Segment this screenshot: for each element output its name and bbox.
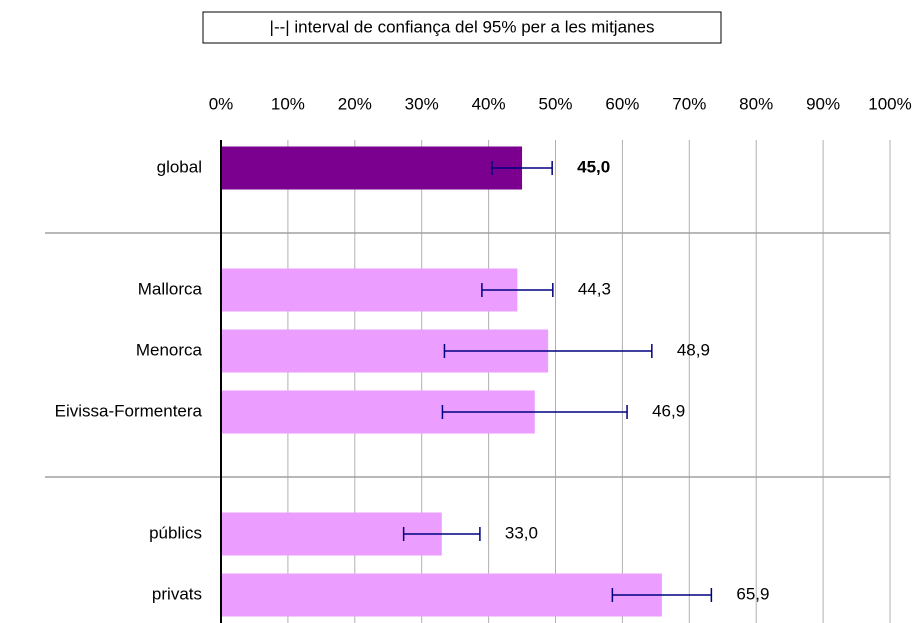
y-tick-label: Mallorca bbox=[138, 279, 203, 298]
error-bar bbox=[491, 161, 553, 175]
y-tick-label: Menorca bbox=[136, 340, 203, 359]
x-tick-label: 50% bbox=[538, 94, 572, 113]
error-bar bbox=[441, 405, 628, 419]
x-tick-label: 30% bbox=[405, 94, 439, 113]
value-label: 33,0 bbox=[505, 523, 538, 542]
x-tick-label: 20% bbox=[338, 94, 372, 113]
x-tick-label: 0% bbox=[209, 94, 234, 113]
bar bbox=[221, 268, 518, 312]
bar bbox=[221, 573, 662, 617]
x-tick-label: 70% bbox=[672, 94, 706, 113]
bar bbox=[221, 146, 523, 190]
error-bar bbox=[443, 344, 653, 358]
y-tick-label: Eivissa-Formentera bbox=[55, 401, 203, 420]
y-tick-label: privats bbox=[152, 584, 202, 603]
value-label: 48,9 bbox=[677, 340, 710, 359]
x-tick-label: 100% bbox=[868, 94, 911, 113]
value-label: 45,0 bbox=[577, 157, 610, 176]
x-tick-label: 60% bbox=[605, 94, 639, 113]
y-tick-label: públics bbox=[149, 523, 202, 542]
legend-box bbox=[202, 11, 722, 44]
x-tick-label: 40% bbox=[472, 94, 506, 113]
x-tick-label: 10% bbox=[271, 94, 305, 113]
x-tick-label: 80% bbox=[739, 94, 773, 113]
error-bar bbox=[611, 588, 713, 602]
legend-text: |--| interval de confiança del 95% per a… bbox=[270, 17, 655, 36]
error-bar bbox=[481, 283, 554, 297]
y-tick-label: global bbox=[157, 157, 202, 176]
x-tick-label: 90% bbox=[806, 94, 840, 113]
value-label: 44,3 bbox=[578, 279, 611, 298]
value-label: 46,9 bbox=[652, 401, 685, 420]
error-bar bbox=[402, 527, 481, 541]
value-label: 65,9 bbox=[736, 584, 769, 603]
